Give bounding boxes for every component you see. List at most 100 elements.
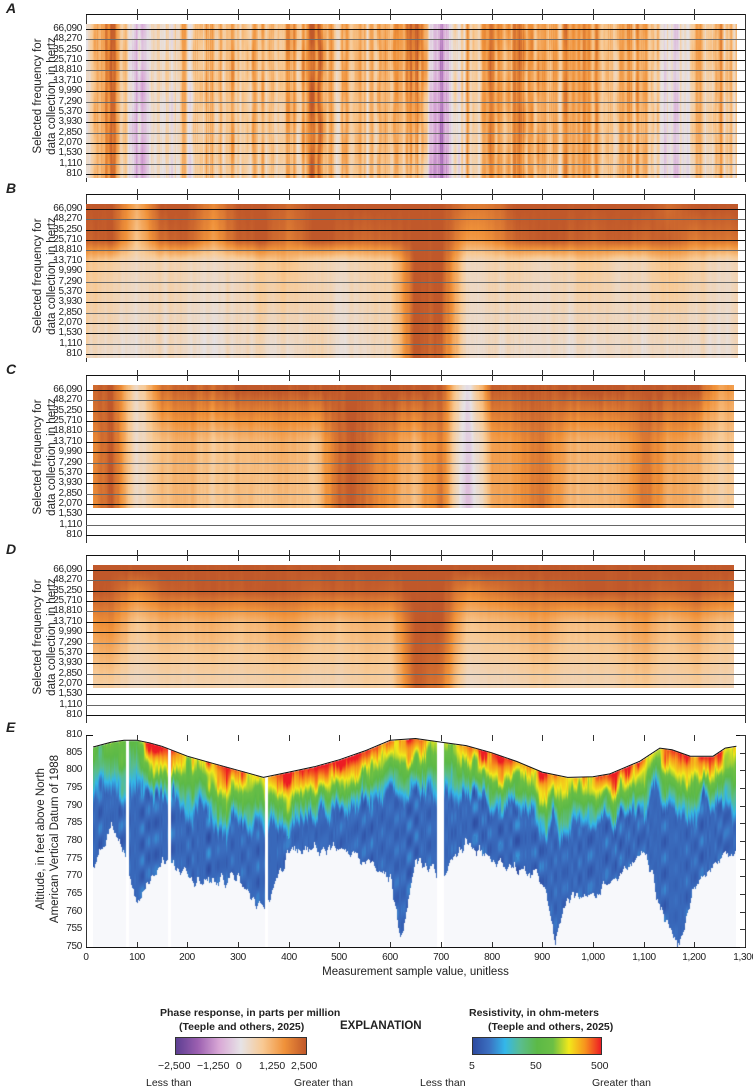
frequency-gridline (86, 400, 745, 401)
frequency-tick-label: 18,810 (53, 64, 82, 75)
frequency-gridline (86, 282, 745, 283)
x-tick (694, 550, 695, 561)
frequency-gridline (86, 663, 745, 664)
frequency-tick-label: 7,290 (58, 637, 82, 648)
frequency-gridline (86, 240, 745, 241)
altitude-tick (740, 912, 745, 913)
x-axis-title: Measurement sample value, unitless (322, 966, 509, 978)
resistivity-tick-label: 5 (469, 1060, 475, 1072)
altitude-tick-label: 780 (66, 835, 82, 846)
frequency-gridline (86, 230, 745, 231)
x-tick (339, 189, 340, 200)
x-tick (289, 942, 290, 947)
frequency-gridline (86, 421, 745, 422)
panel-left-axis (86, 735, 87, 947)
x-tick (492, 735, 493, 741)
altitude-tick-label: 755 (66, 923, 82, 934)
x-tick (390, 942, 391, 947)
x-tick-label: 1,000 (581, 952, 605, 963)
panel-right-axis (745, 735, 746, 948)
altitude-tick-label: 810 (66, 729, 82, 740)
frequency-gridline (86, 601, 745, 602)
x-tick (238, 735, 239, 741)
panel-right-axis (745, 555, 746, 723)
resistivity-legend-title: Resistivity, in ohm-meters (469, 1007, 599, 1019)
panel-label-A: A (6, 0, 17, 16)
x-tick (492, 550, 493, 561)
x-tick-label: 400 (281, 952, 297, 963)
frequency-gridline (86, 611, 745, 612)
panel-top-axis (86, 375, 745, 376)
frequency-gridline (86, 674, 745, 675)
resistivity-tick-label: 500 (591, 1060, 609, 1072)
frequency-tick-label: 2,070 (58, 678, 82, 689)
frequency-tick-label: 9,990 (58, 85, 82, 96)
frequency-tick-label: 1,530 (58, 327, 82, 338)
frequency-gridline (86, 580, 745, 581)
x-tick (492, 9, 493, 20)
frequency-tick-label: 810 (66, 709, 82, 720)
frequency-tick-label: 48,270 (53, 394, 82, 405)
x-tick (542, 9, 543, 20)
frequency-tick-label: 13,710 (53, 255, 82, 266)
frequency-tick-label: 2,850 (58, 307, 82, 318)
panel-label-E: E (6, 719, 16, 735)
frequency-gridline (86, 81, 745, 82)
x-tick-label: 1,200 (682, 952, 706, 963)
altitude-tick-label: 785 (66, 817, 82, 828)
altitude-tick (740, 806, 745, 807)
resistivity-greater-than: Greater than (592, 1077, 651, 1089)
frequency-gridline (86, 715, 745, 716)
frequency-tick-label: 5,370 (58, 467, 82, 478)
frequency-tick-label: 810 (66, 168, 82, 179)
frequency-gridline (86, 261, 745, 262)
x-tick (542, 550, 543, 561)
x-tick (593, 550, 594, 561)
x-tick (289, 9, 290, 20)
frequency-gridline (86, 694, 745, 695)
x-tick (593, 735, 594, 741)
frequency-gridline (86, 143, 745, 144)
x-tick-label: 600 (382, 952, 398, 963)
panel-label-C: C (6, 361, 17, 377)
x-tick (593, 942, 594, 947)
panel-bottom-axis (86, 947, 746, 948)
x-tick (492, 370, 493, 381)
frequency-tick-label: 7,290 (58, 276, 82, 287)
phase-colorbar (175, 1037, 307, 1055)
resistivity-tick-label: 50 (530, 1060, 542, 1072)
frequency-gridline (86, 643, 745, 644)
phase-heatmap-B (86, 204, 738, 358)
frequency-gridline (86, 411, 745, 412)
phase-less-than: Less than (146, 1077, 192, 1089)
frequency-gridline (86, 705, 745, 706)
altitude-tick (740, 859, 745, 860)
phase-tick-label: −1,250 (197, 1060, 230, 1072)
altitude-tick (740, 788, 745, 789)
frequency-tick-label: 1,110 (59, 519, 82, 530)
x-tick (542, 942, 543, 947)
x-tick (137, 550, 138, 561)
resistivity-legend-source: (Teeple and others, 2025) (488, 1021, 614, 1033)
x-tick (593, 9, 594, 20)
panel-right-axis (745, 375, 746, 543)
frequency-tick-label: 9,990 (58, 626, 82, 637)
frequency-tick-label: 25,710 (53, 415, 82, 426)
frequency-tick-label: 48,270 (53, 574, 82, 585)
frequency-tick-label: 1,110 (59, 699, 82, 710)
x-tick-label: 0 (83, 952, 89, 963)
x-tick (289, 189, 290, 200)
x-tick-label: 100 (129, 952, 145, 963)
frequency-tick-label: 810 (66, 348, 82, 359)
frequency-gridline (86, 525, 745, 526)
x-tick-label: 200 (179, 952, 195, 963)
frequency-gridline (86, 302, 745, 303)
frequency-gridline (86, 122, 745, 123)
x-tick (644, 735, 645, 741)
frequency-gridline (86, 292, 745, 293)
frequency-tick-label: 3,930 (58, 477, 82, 488)
frequency-gridline (86, 209, 745, 210)
frequency-tick-label: 18,810 (53, 605, 82, 616)
frequency-tick-label: 48,270 (53, 213, 82, 224)
x-tick (187, 370, 188, 381)
